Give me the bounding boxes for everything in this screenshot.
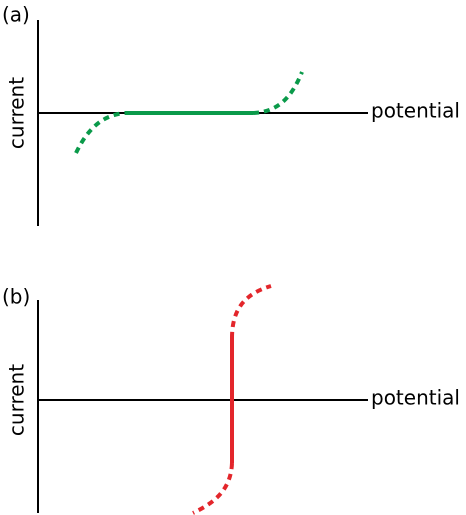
curve-dashed [74,111,126,154]
curve-dashed [192,462,234,515]
panel-a: (a) current potential [2,3,460,226]
panel-label: (b) [2,285,30,309]
panel-b: (b) current potential [2,284,460,515]
curve-dashed [252,71,304,115]
y-axis-label: current [5,364,29,436]
x-axis-label: potential [371,386,460,410]
y-axis-label: current [5,77,29,149]
curve-dashed [230,284,272,339]
x-axis-label: potential [371,99,460,123]
panel-label: (a) [2,3,30,27]
